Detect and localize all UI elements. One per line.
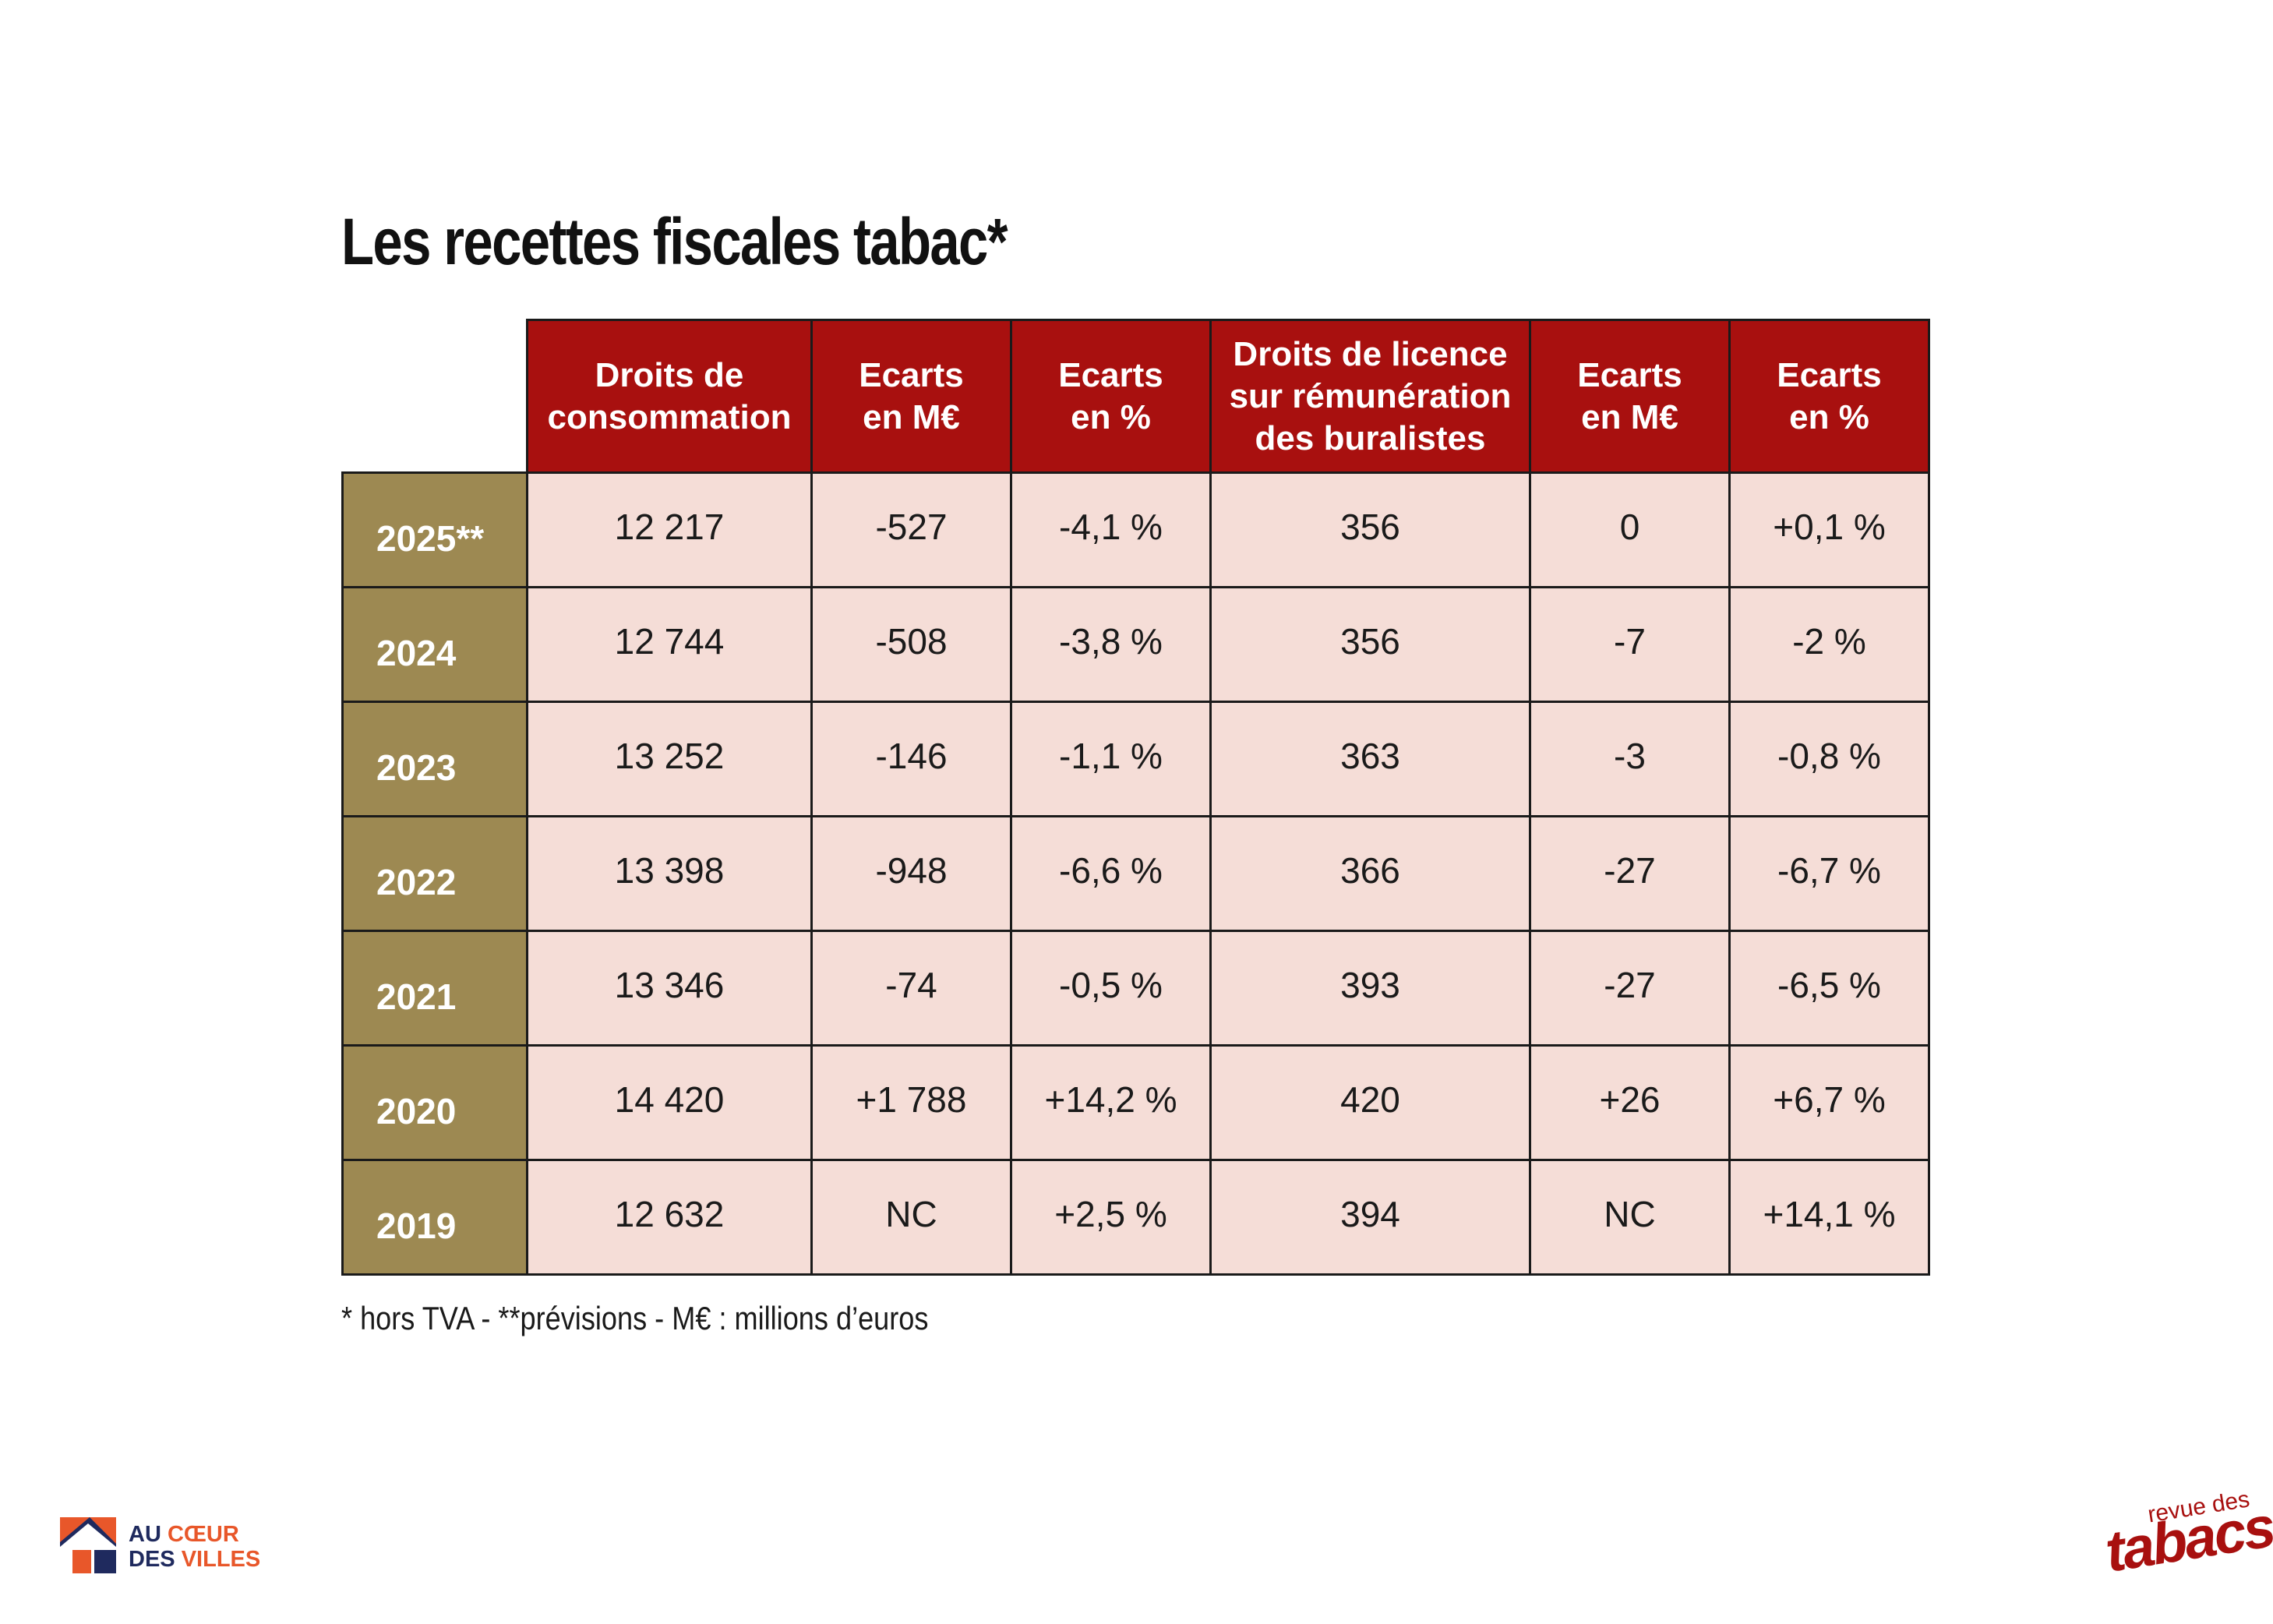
chart-title: Les recettes fiscales tabac* bbox=[341, 205, 1008, 278]
table-cell: -0,8 % bbox=[1728, 701, 1930, 817]
table-cell: +1 788 bbox=[810, 1044, 1012, 1161]
table-cell: -3 bbox=[1529, 701, 1731, 817]
row-year: 2019 bbox=[341, 1159, 528, 1276]
row-year: 2020 bbox=[341, 1044, 528, 1161]
table-cell: -74 bbox=[810, 930, 1012, 1047]
row-year: 2022 bbox=[341, 815, 528, 932]
table-cell: 356 bbox=[1209, 471, 1531, 588]
table-cell: 12 744 bbox=[526, 586, 813, 703]
logo-left-word-des: DES bbox=[129, 1547, 175, 1572]
table-cell: +6,7 % bbox=[1728, 1044, 1930, 1161]
table-cell: -6,6 % bbox=[1010, 815, 1212, 932]
column-header: Droits de licence sur rémunération des b… bbox=[1209, 319, 1531, 474]
table-cell: -527 bbox=[810, 471, 1012, 588]
fiscal-revenue-table: Droits de consommation Ecarts en M€ Ecar… bbox=[341, 319, 1930, 1276]
table-row: 2019 12 632 NC +2,5 % 394 NC +14,1 % bbox=[341, 1159, 1930, 1276]
column-header: Ecarts en % bbox=[1010, 319, 1212, 474]
row-year: 2021 bbox=[341, 930, 528, 1047]
logo-left-word-coeur: CŒUR bbox=[167, 1522, 239, 1547]
table-cell: +14,2 % bbox=[1010, 1044, 1212, 1161]
table-cell: 366 bbox=[1209, 815, 1531, 932]
table-cell: 13 398 bbox=[526, 815, 813, 932]
table-cell: 394 bbox=[1209, 1159, 1531, 1276]
table-cell: 420 bbox=[1209, 1044, 1531, 1161]
table-cell: NC bbox=[810, 1159, 1012, 1276]
table-cell: -0,5 % bbox=[1010, 930, 1212, 1047]
table-cell: 14 420 bbox=[526, 1044, 813, 1161]
house-icon bbox=[60, 1517, 116, 1573]
logo-left-word-au: AU bbox=[129, 1522, 161, 1547]
column-header: Ecarts en M€ bbox=[1529, 319, 1731, 474]
table-cell: NC bbox=[1529, 1159, 1731, 1276]
logo-left-line-2: DES VILLES bbox=[129, 1547, 260, 1572]
table-row: 2021 13 346 -74 -0,5 % 393 -27 -6,5 % bbox=[341, 930, 1930, 1047]
au-coeur-des-villes-logo: AU CŒUR DES VILLES bbox=[58, 1516, 277, 1578]
row-year: 2025** bbox=[341, 471, 528, 588]
header-row: Droits de consommation Ecarts en M€ Ecar… bbox=[343, 319, 1930, 474]
table-cell: 12 217 bbox=[526, 471, 813, 588]
table-row: 2020 14 420 +1 788 +14,2 % 420 +26 +6,7 % bbox=[341, 1044, 1930, 1161]
row-year: 2023 bbox=[341, 701, 528, 817]
column-header: Ecarts en % bbox=[1728, 319, 1930, 474]
table-cell: 393 bbox=[1209, 930, 1531, 1047]
table-cell: -1,1 % bbox=[1010, 701, 1212, 817]
table-cell: -27 bbox=[1529, 930, 1731, 1047]
table-row: 2025** 12 217 -527 -4,1 % 356 0 +0,1 % bbox=[341, 471, 1930, 588]
table-cell: 13 252 bbox=[526, 701, 813, 817]
table-cell: +0,1 % bbox=[1728, 471, 1930, 588]
footnote: * hors TVA - **prévisions - M€ : million… bbox=[341, 1300, 929, 1336]
table-cell: 0 bbox=[1529, 471, 1731, 588]
table-cell: 356 bbox=[1209, 586, 1531, 703]
logo-right-big: tabacs bbox=[2101, 1494, 2273, 1584]
column-header: Droits de consommation bbox=[526, 319, 813, 474]
table-cell: -948 bbox=[810, 815, 1012, 932]
table-cell: -508 bbox=[810, 586, 1012, 703]
table-cell: 363 bbox=[1209, 701, 1531, 817]
table-row: 2024 12 744 -508 -3,8 % 356 -7 -2 % bbox=[341, 586, 1930, 703]
revue-des-tabacs-logo: revue des tabacs bbox=[2096, 1486, 2273, 1586]
table-cell: -6,7 % bbox=[1728, 815, 1930, 932]
row-year: 2024 bbox=[341, 586, 528, 703]
table-cell: -7 bbox=[1529, 586, 1731, 703]
table-cell: -146 bbox=[810, 701, 1012, 817]
table-row: 2022 13 398 -948 -6,6 % 366 -27 -6,7 % bbox=[341, 815, 1930, 932]
table-cell: 12 632 bbox=[526, 1159, 813, 1276]
table-cell: -27 bbox=[1529, 815, 1731, 932]
table-cell: +2,5 % bbox=[1010, 1159, 1212, 1276]
table-row: 2023 13 252 -146 -1,1 % 363 -3 -0,8 % bbox=[341, 701, 1930, 817]
table-cell: -3,8 % bbox=[1010, 586, 1212, 703]
corner-cell bbox=[343, 320, 528, 473]
table-cell: -6,5 % bbox=[1728, 930, 1930, 1047]
table-cell: -2 % bbox=[1728, 586, 1930, 703]
table-cell: +14,1 % bbox=[1728, 1159, 1930, 1276]
table-cell: -4,1 % bbox=[1010, 471, 1212, 588]
logo-left-line-1: AU CŒUR bbox=[129, 1522, 239, 1547]
column-header: Ecarts en M€ bbox=[810, 319, 1012, 474]
table-cell: +26 bbox=[1529, 1044, 1731, 1161]
logo-left-word-villes: VILLES bbox=[181, 1547, 261, 1572]
table-cell: 13 346 bbox=[526, 930, 813, 1047]
